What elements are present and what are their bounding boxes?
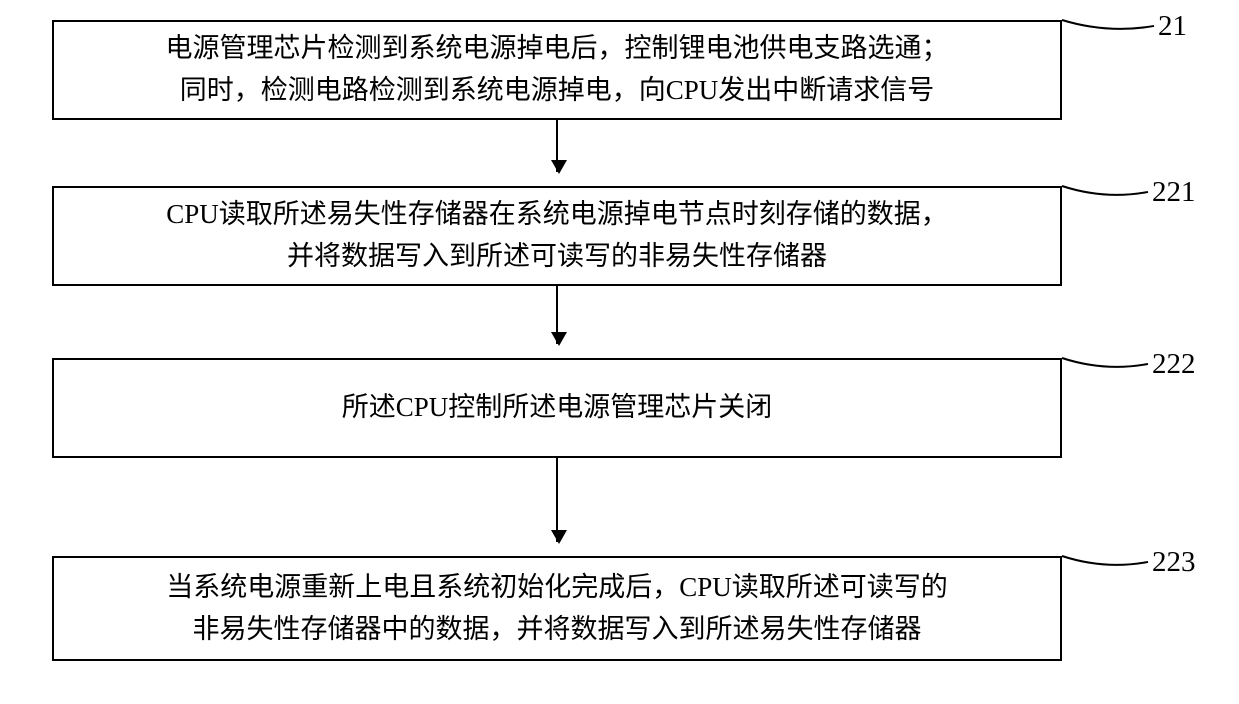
flow-arrow	[556, 120, 558, 172]
flowchart-canvas: 电源管理芯片检测到系统电源掉电后，控制锂电池供电支路选通；同时，检测电路检测到系…	[0, 0, 1239, 704]
flow-arrow	[556, 286, 558, 344]
flow-arrow	[556, 458, 558, 542]
leader-line	[0, 0, 1239, 704]
